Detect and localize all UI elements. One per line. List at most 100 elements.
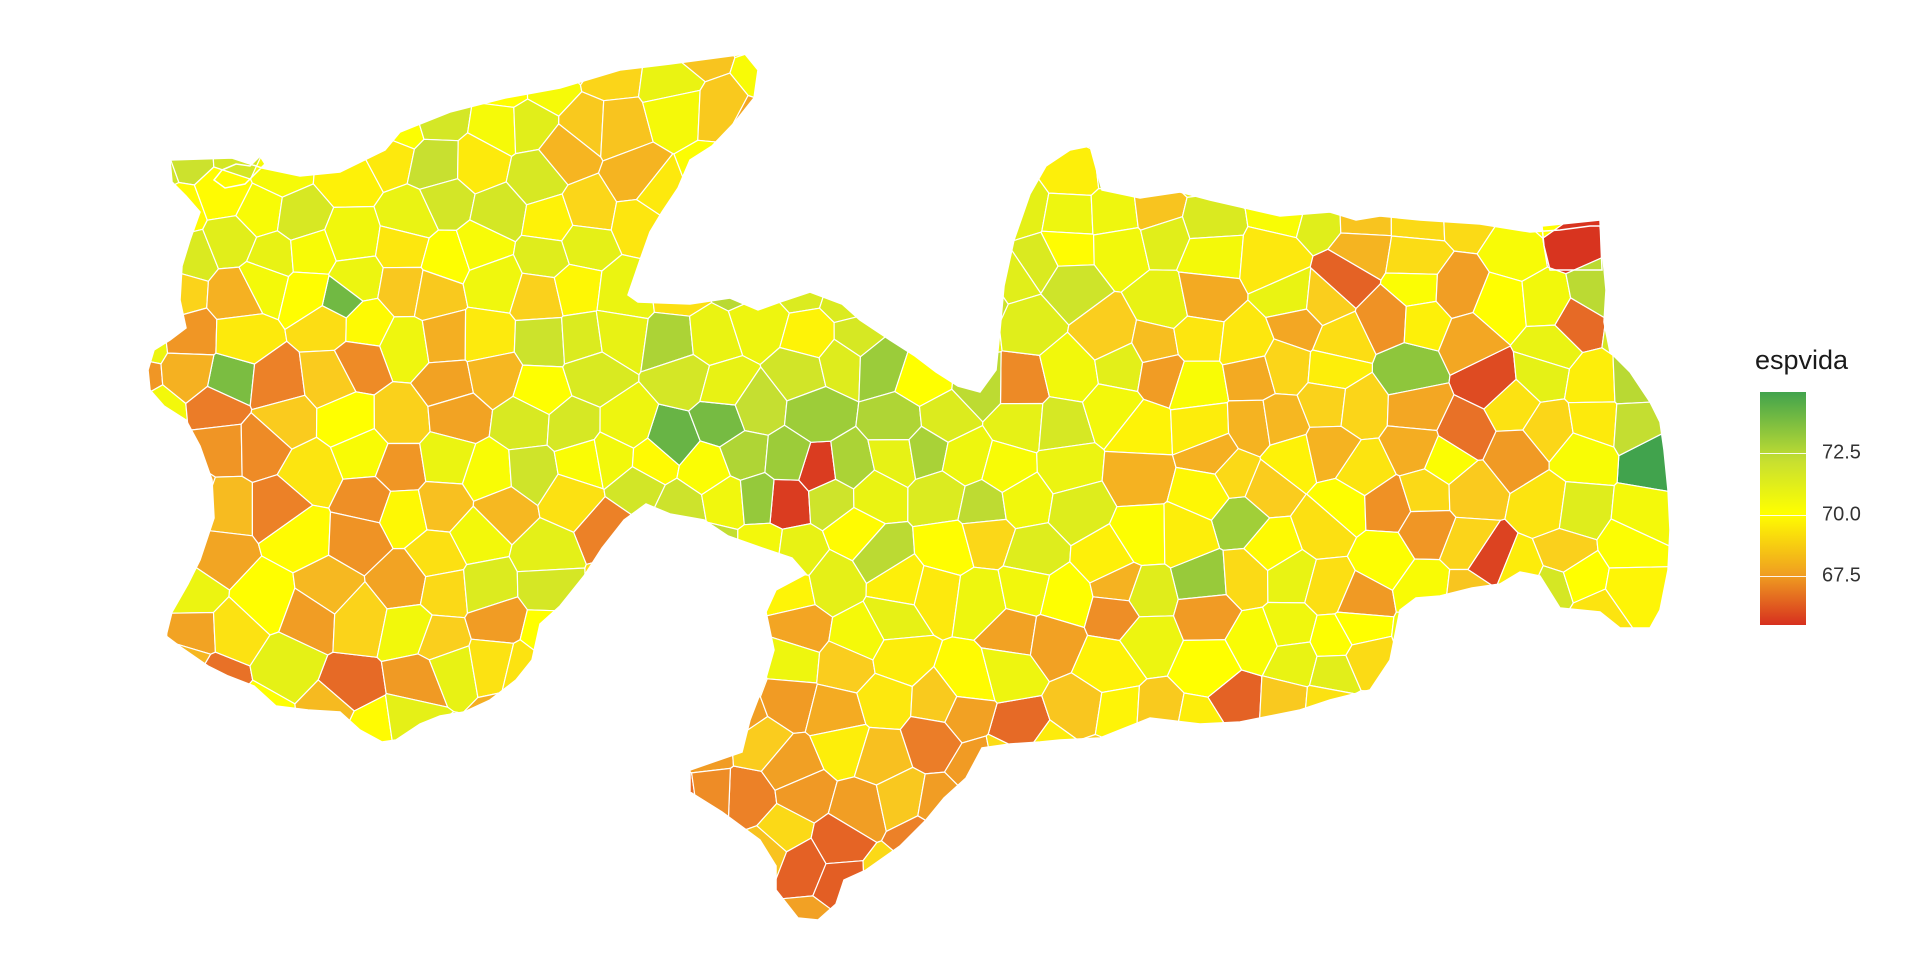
- municipality-region: [1127, 77, 1198, 146]
- municipality-region: [782, 895, 865, 920]
- municipality-region: [1386, 684, 1449, 727]
- municipality-region: [148, 579, 168, 676]
- municipality-region: [702, 862, 768, 913]
- municipality-region: [596, 600, 654, 653]
- municipality-region: [215, 894, 322, 920]
- municipality-region: [149, 523, 198, 580]
- municipality-region: [924, 895, 1081, 920]
- municipality-region: [1603, 54, 1670, 119]
- municipality-region: [1174, 757, 1227, 817]
- municipality-region: [290, 70, 345, 120]
- municipality-region: [653, 547, 710, 608]
- municipality-region: [1478, 770, 1521, 832]
- municipality-region: [163, 307, 218, 356]
- municipality-region: [638, 353, 711, 412]
- municipality-region: [1613, 397, 1670, 457]
- municipality-region: [1601, 304, 1670, 356]
- municipality-region: [603, 726, 672, 789]
- municipality-region: [157, 63, 216, 125]
- municipality-region: [911, 263, 964, 326]
- municipality-region: [464, 733, 529, 795]
- municipality-region: [148, 384, 189, 448]
- municipality-region: [1391, 611, 1469, 653]
- municipality-region: [148, 896, 223, 920]
- municipality-region: [148, 315, 169, 365]
- municipality-region: [1423, 105, 1491, 178]
- municipality-region: [553, 263, 603, 317]
- municipality-region: [196, 475, 253, 537]
- municipality-region: [1162, 806, 1216, 858]
- municipality-region: [534, 791, 599, 852]
- municipality-region: [1078, 763, 1138, 820]
- municipality-region: [1610, 846, 1670, 919]
- municipality-region: [1177, 54, 1227, 63]
- municipality-region: [1290, 721, 1352, 778]
- municipality-region: [538, 902, 626, 920]
- legend-tick-mark: [1760, 575, 1806, 577]
- municipality-region: [148, 54, 186, 103]
- municipality-region: [1166, 466, 1230, 521]
- municipality-region: [1194, 725, 1253, 781]
- municipality-region: [383, 897, 437, 920]
- municipality-region: [1527, 108, 1577, 162]
- municipality-region: [593, 816, 650, 876]
- municipality-region: [287, 717, 334, 781]
- municipality-region: [148, 54, 166, 85]
- legend-tick-label: 72.5: [1822, 441, 1861, 464]
- municipality-region: [1476, 144, 1543, 187]
- municipality-region: [198, 54, 264, 99]
- municipality-region: [770, 141, 826, 193]
- municipality-region: [1429, 885, 1495, 920]
- municipality-region: [513, 316, 566, 368]
- municipality-region: [1039, 851, 1124, 920]
- legend-colorbar: [1760, 392, 1806, 625]
- municipality-region: [493, 850, 559, 920]
- municipality-region: [1121, 773, 1180, 827]
- municipality-region: [865, 59, 915, 120]
- municipality-region: [205, 805, 265, 862]
- municipality-region: [184, 423, 243, 478]
- municipality-region: [335, 756, 394, 819]
- municipality-region: [1068, 733, 1135, 786]
- municipality-region: [192, 0, 303, 50]
- municipality-region: [996, 89, 1049, 174]
- municipality-region: [516, 567, 586, 612]
- municipality-region: [1531, 719, 1597, 798]
- municipality-region: [1036, 54, 1105, 104]
- municipality-region: [155, 853, 214, 909]
- municipality-region: [963, 134, 1016, 190]
- municipality-region: [1311, 758, 1359, 831]
- municipality-region: [967, 54, 1052, 91]
- municipality-region: [1593, 173, 1670, 252]
- municipality-region: [568, 724, 625, 776]
- municipality-region: [504, 54, 568, 75]
- municipality-region: [1339, 187, 1392, 237]
- municipality-region: [433, 848, 496, 911]
- municipality-region: [1475, 850, 1533, 913]
- municipality-region: [901, 864, 962, 920]
- municipality-region: [911, 61, 956, 120]
- municipality-region: [148, 553, 176, 613]
- municipality-region: [328, 97, 383, 149]
- municipality-region: [1072, 815, 1136, 888]
- municipality-region: [148, 736, 211, 786]
- municipality-region: [1134, 675, 1185, 750]
- municipality-region: [1442, 689, 1491, 741]
- municipality-region: [148, 137, 180, 194]
- municipality-region: [1090, 54, 1157, 120]
- municipality-region: [410, 54, 458, 87]
- municipality-region: [206, 720, 267, 771]
- municipality-region: [1627, 860, 1670, 920]
- municipality-region: [808, 98, 858, 158]
- municipality-region: [948, 229, 1010, 283]
- municipality-region: [637, 602, 700, 668]
- municipality-region: [1534, 147, 1607, 205]
- municipality-region: [1173, 315, 1225, 362]
- municipality-region: [1132, 740, 1197, 795]
- municipality-region: [873, 234, 930, 273]
- municipality-region: [340, 848, 398, 909]
- municipality-region: [335, 54, 382, 101]
- municipality-region: [640, 522, 687, 589]
- municipality-region: [1480, 731, 1544, 777]
